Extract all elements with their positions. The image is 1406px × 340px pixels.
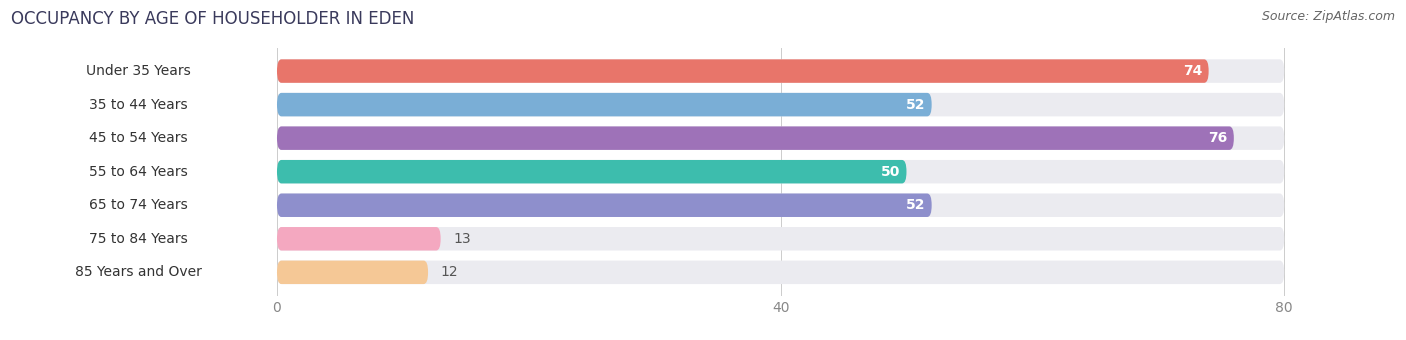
FancyBboxPatch shape <box>277 59 1284 83</box>
FancyBboxPatch shape <box>277 93 932 116</box>
Text: 45 to 54 Years: 45 to 54 Years <box>89 131 188 145</box>
Text: Under 35 Years: Under 35 Years <box>86 64 191 78</box>
FancyBboxPatch shape <box>6 195 259 216</box>
Text: 50: 50 <box>880 165 900 179</box>
FancyBboxPatch shape <box>277 193 1284 217</box>
Text: 76: 76 <box>1208 131 1227 145</box>
Text: 52: 52 <box>905 198 925 212</box>
FancyBboxPatch shape <box>277 227 440 251</box>
Text: 35 to 44 Years: 35 to 44 Years <box>89 98 188 112</box>
Text: 65 to 74 Years: 65 to 74 Years <box>89 198 188 212</box>
Text: 85 Years and Over: 85 Years and Over <box>75 265 202 279</box>
FancyBboxPatch shape <box>6 61 259 82</box>
Text: 74: 74 <box>1182 64 1202 78</box>
FancyBboxPatch shape <box>6 94 259 115</box>
Text: 13: 13 <box>453 232 471 246</box>
FancyBboxPatch shape <box>6 228 259 249</box>
Text: 75 to 84 Years: 75 to 84 Years <box>89 232 188 246</box>
FancyBboxPatch shape <box>6 262 259 283</box>
FancyBboxPatch shape <box>277 126 1234 150</box>
Text: 52: 52 <box>905 98 925 112</box>
Text: 12: 12 <box>440 265 458 279</box>
FancyBboxPatch shape <box>277 260 1284 284</box>
Text: Source: ZipAtlas.com: Source: ZipAtlas.com <box>1261 10 1395 23</box>
FancyBboxPatch shape <box>277 160 907 184</box>
FancyBboxPatch shape <box>277 59 1209 83</box>
Text: 55 to 64 Years: 55 to 64 Years <box>89 165 188 179</box>
FancyBboxPatch shape <box>277 260 427 284</box>
FancyBboxPatch shape <box>277 193 932 217</box>
FancyBboxPatch shape <box>277 126 1284 150</box>
FancyBboxPatch shape <box>6 161 259 182</box>
FancyBboxPatch shape <box>277 160 1284 184</box>
FancyBboxPatch shape <box>6 128 259 149</box>
Text: OCCUPANCY BY AGE OF HOUSEHOLDER IN EDEN: OCCUPANCY BY AGE OF HOUSEHOLDER IN EDEN <box>11 10 415 28</box>
FancyBboxPatch shape <box>277 227 1284 251</box>
FancyBboxPatch shape <box>277 93 1284 116</box>
